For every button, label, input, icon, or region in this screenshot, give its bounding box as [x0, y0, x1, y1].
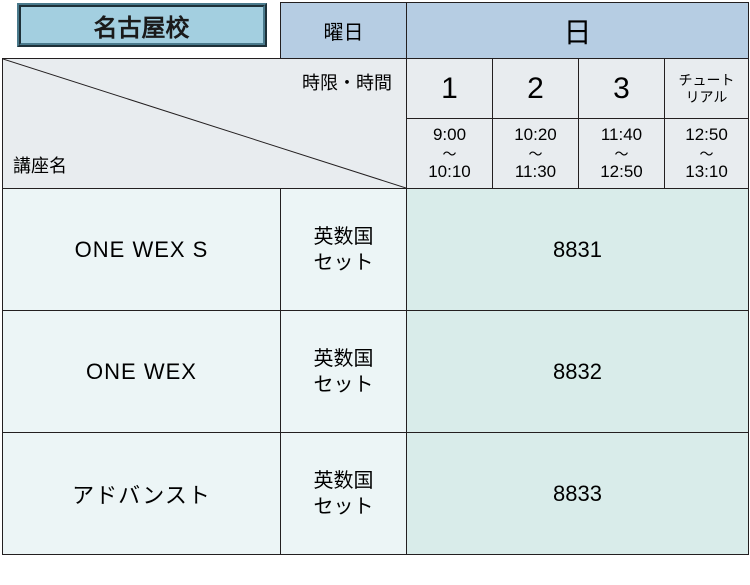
timetable: 名古屋校 曜日 日 時限・時間 講座名 1 2 3 チュート リアル 9:00 … [2, 2, 749, 555]
table-row: ONE WEX S 英数国 セット 8831 [3, 189, 749, 311]
period-2-time: 10:20 〜 11:30 [493, 119, 579, 189]
period-time-label: 時限・時間 [302, 69, 392, 95]
timetable-container: 名古屋校 曜日 日 時限・時間 講座名 1 2 3 チュート リアル 9:00 … [0, 2, 750, 585]
period-4-label: チュート リアル [665, 59, 749, 119]
course-3-set: 英数国 セット [281, 433, 407, 555]
course-2-code: 8832 [407, 311, 749, 433]
table-row: アドバンスト 英数国 セット 8833 [3, 433, 749, 555]
diagonal-header: 時限・時間 講座名 [3, 59, 407, 189]
tutorial-line2: リアル [686, 89, 728, 105]
period-3-num: 3 [579, 59, 665, 119]
course-2-set: 英数国 セット [281, 311, 407, 433]
course-1-set: 英数国 セット [281, 189, 407, 311]
period-4-time: 12:50 〜 13:10 [665, 119, 749, 189]
tutorial-line1: チュート [679, 72, 735, 88]
course-3-name: アドバンスト [3, 433, 281, 555]
table-row: ONE WEX 英数国 セット 8832 [3, 311, 749, 433]
period-2-num: 2 [493, 59, 579, 119]
course-name-label: 講座名 [13, 152, 67, 178]
course-1-code: 8831 [407, 189, 749, 311]
day-value-cell: 日 [407, 3, 749, 59]
school-badge: 名古屋校 [17, 3, 267, 47]
course-1-name: ONE WEX S [3, 189, 281, 311]
period-1-time: 9:00 〜 10:10 [407, 119, 493, 189]
course-3-code: 8833 [407, 433, 749, 555]
period-1-num: 1 [407, 59, 493, 119]
period-3-time: 11:40 〜 12:50 [579, 119, 665, 189]
school-badge-cell: 名古屋校 [3, 3, 281, 59]
course-2-name: ONE WEX [3, 311, 281, 433]
day-label-cell: 曜日 [281, 3, 407, 59]
